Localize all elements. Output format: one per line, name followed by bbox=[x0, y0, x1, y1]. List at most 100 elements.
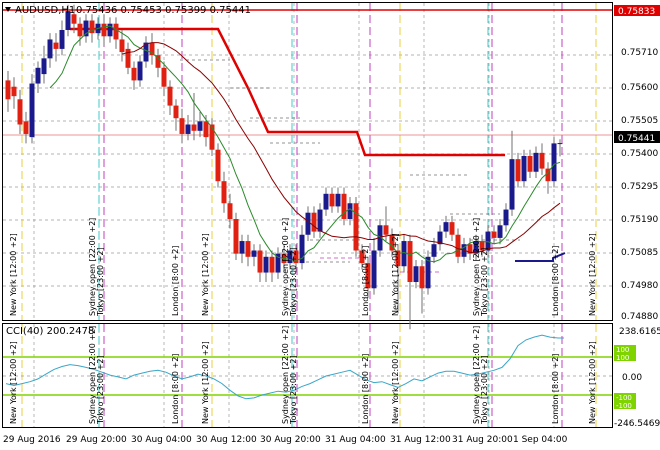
stepped-level-line bbox=[515, 252, 566, 262]
moving-averages bbox=[49, 25, 561, 263]
cci-level-tag bbox=[614, 353, 636, 361]
cci-axis-max: 238.6165 bbox=[619, 327, 660, 337]
current-price-label: 0.75441 bbox=[618, 134, 655, 144]
candle-body bbox=[17, 99, 23, 125]
cci-line bbox=[5, 334, 564, 400]
moving-average-slow bbox=[121, 42, 561, 254]
price-tick: 0.75400 bbox=[621, 149, 658, 159]
candle-body bbox=[329, 193, 335, 207]
moving-average-fast bbox=[49, 25, 561, 263]
candle bbox=[245, 234, 251, 267]
cci-labels: CCI(40) 200.2478 238.6165 0.00 -246.5469… bbox=[6, 326, 660, 429]
candle-body bbox=[215, 149, 221, 182]
candle bbox=[485, 225, 491, 257]
tokyo-label: Tokyo [23:00 +2] bbox=[96, 247, 105, 317]
candle bbox=[107, 17, 113, 43]
candle-body bbox=[83, 20, 89, 37]
candle-body bbox=[167, 86, 173, 106]
candle-body bbox=[527, 156, 533, 172]
candle-body bbox=[239, 241, 245, 254]
candle-body bbox=[179, 118, 185, 134]
candle bbox=[371, 237, 377, 295]
price-tick: 0.75085 bbox=[621, 248, 658, 258]
candle-body bbox=[317, 209, 323, 232]
candle bbox=[491, 225, 497, 245]
newyork-label: New York [12:00 +2] bbox=[201, 233, 210, 316]
price-tick: 0.75190 bbox=[621, 215, 658, 225]
ohlc-values: 0.75436 0.75453 0.75399 0.75441 bbox=[76, 5, 251, 16]
candle-body bbox=[323, 193, 329, 210]
candle bbox=[125, 42, 131, 75]
price-levels bbox=[3, 9, 612, 273]
cci-level-label: -100 bbox=[616, 402, 632, 410]
candle bbox=[395, 244, 401, 314]
cci-level-label: -100 bbox=[616, 394, 632, 402]
candle bbox=[419, 259, 425, 314]
candle-body bbox=[431, 244, 437, 257]
candle bbox=[83, 14, 89, 43]
candle-body bbox=[227, 203, 233, 219]
candle-body bbox=[353, 203, 359, 251]
sydney-label: Sydney open [22:00 +2] bbox=[88, 326, 97, 424]
candle bbox=[539, 143, 545, 175]
candle-body bbox=[125, 48, 131, 68]
london-label: London [8:00 +2] bbox=[171, 354, 180, 424]
price-tick: 0.75600 bbox=[621, 83, 658, 93]
sydney-label: Sydney open [22:00 +2] bbox=[281, 218, 290, 316]
newyork-label: New York [12:00 +2] bbox=[391, 341, 400, 424]
candle-body bbox=[341, 193, 347, 219]
candle-body bbox=[413, 266, 419, 282]
candle-body bbox=[101, 23, 107, 37]
candle bbox=[227, 193, 233, 229]
candle-body bbox=[515, 159, 521, 182]
candle bbox=[551, 137, 557, 188]
candle-body bbox=[245, 241, 251, 257]
candle-body bbox=[545, 168, 551, 182]
candle-body bbox=[131, 67, 137, 81]
candle-body bbox=[533, 152, 539, 172]
candle bbox=[263, 250, 269, 282]
candle-body bbox=[149, 42, 155, 56]
candle bbox=[515, 152, 521, 188]
candle bbox=[101, 14, 107, 46]
candle bbox=[533, 146, 539, 179]
top-level-price-label: 0.75833 bbox=[618, 7, 655, 17]
candle-body bbox=[251, 250, 257, 257]
time-tick: 30 Aug 04:00 bbox=[131, 435, 192, 445]
time-tick: 29 Aug 20:00 bbox=[66, 435, 127, 445]
candle bbox=[329, 187, 335, 213]
candle bbox=[521, 149, 527, 188]
current-price-tag bbox=[614, 131, 660, 143]
dropdown-arrow-icon[interactable] bbox=[5, 7, 11, 12]
candle bbox=[473, 234, 479, 260]
time-tick: 29 Aug 2016 bbox=[3, 435, 61, 445]
candle-body bbox=[389, 234, 395, 251]
time-tick: 31 Aug 04:00 bbox=[325, 435, 386, 445]
candle-body bbox=[113, 23, 119, 40]
candle-body bbox=[473, 241, 479, 254]
candle-body bbox=[137, 61, 143, 81]
candle-body bbox=[491, 231, 497, 238]
candle bbox=[497, 219, 503, 245]
candle bbox=[251, 244, 257, 267]
candle bbox=[41, 45, 47, 84]
candle bbox=[383, 206, 389, 242]
candle-body bbox=[41, 58, 47, 75]
candle-body bbox=[539, 152, 545, 169]
candle-body bbox=[419, 266, 425, 289]
cci-axis-zero: 0.00 bbox=[622, 373, 642, 383]
candle bbox=[71, 4, 77, 34]
price-tick: 0.74980 bbox=[621, 281, 658, 291]
candle bbox=[59, 20, 65, 56]
candle bbox=[143, 36, 149, 68]
candle bbox=[467, 237, 473, 260]
newyork-label: New York [12:00 +2] bbox=[391, 233, 400, 316]
candle-body bbox=[449, 222, 455, 235]
candle-body bbox=[197, 121, 203, 131]
london-label: London [8:00 +2] bbox=[551, 246, 560, 316]
candle-body bbox=[401, 241, 407, 267]
newyork-label: New York [12:00 +2] bbox=[588, 341, 597, 424]
candle-body bbox=[509, 159, 515, 210]
candle-body bbox=[29, 83, 35, 138]
